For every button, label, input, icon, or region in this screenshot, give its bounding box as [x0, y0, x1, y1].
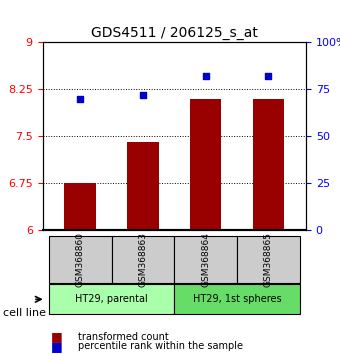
FancyBboxPatch shape [112, 236, 174, 283]
Text: transformed count: transformed count [78, 332, 169, 342]
Text: GSM368864: GSM368864 [201, 232, 210, 287]
Point [140, 92, 146, 98]
FancyBboxPatch shape [237, 236, 300, 283]
Text: ■: ■ [51, 331, 63, 343]
FancyBboxPatch shape [174, 284, 300, 314]
Text: GSM368865: GSM368865 [264, 232, 273, 287]
Bar [65, 183, 96, 230]
Point [203, 73, 208, 79]
Text: HT29, parental: HT29, parental [75, 294, 148, 304]
Bar [190, 99, 221, 230]
Point [266, 73, 271, 79]
Text: percentile rank within the sample: percentile rank within the sample [78, 341, 243, 351]
FancyBboxPatch shape [49, 284, 174, 314]
Title: GDS4511 / 206125_s_at: GDS4511 / 206125_s_at [91, 26, 258, 40]
Point [78, 96, 83, 102]
Text: cell line: cell line [3, 308, 46, 318]
Text: GSM368863: GSM368863 [138, 232, 147, 287]
Text: ■: ■ [51, 340, 63, 353]
FancyBboxPatch shape [174, 236, 237, 283]
Bar [253, 99, 284, 230]
FancyBboxPatch shape [49, 236, 112, 283]
Bar [127, 142, 158, 230]
Text: HT29, 1st spheres: HT29, 1st spheres [193, 294, 281, 304]
Text: GSM368860: GSM368860 [75, 232, 85, 287]
